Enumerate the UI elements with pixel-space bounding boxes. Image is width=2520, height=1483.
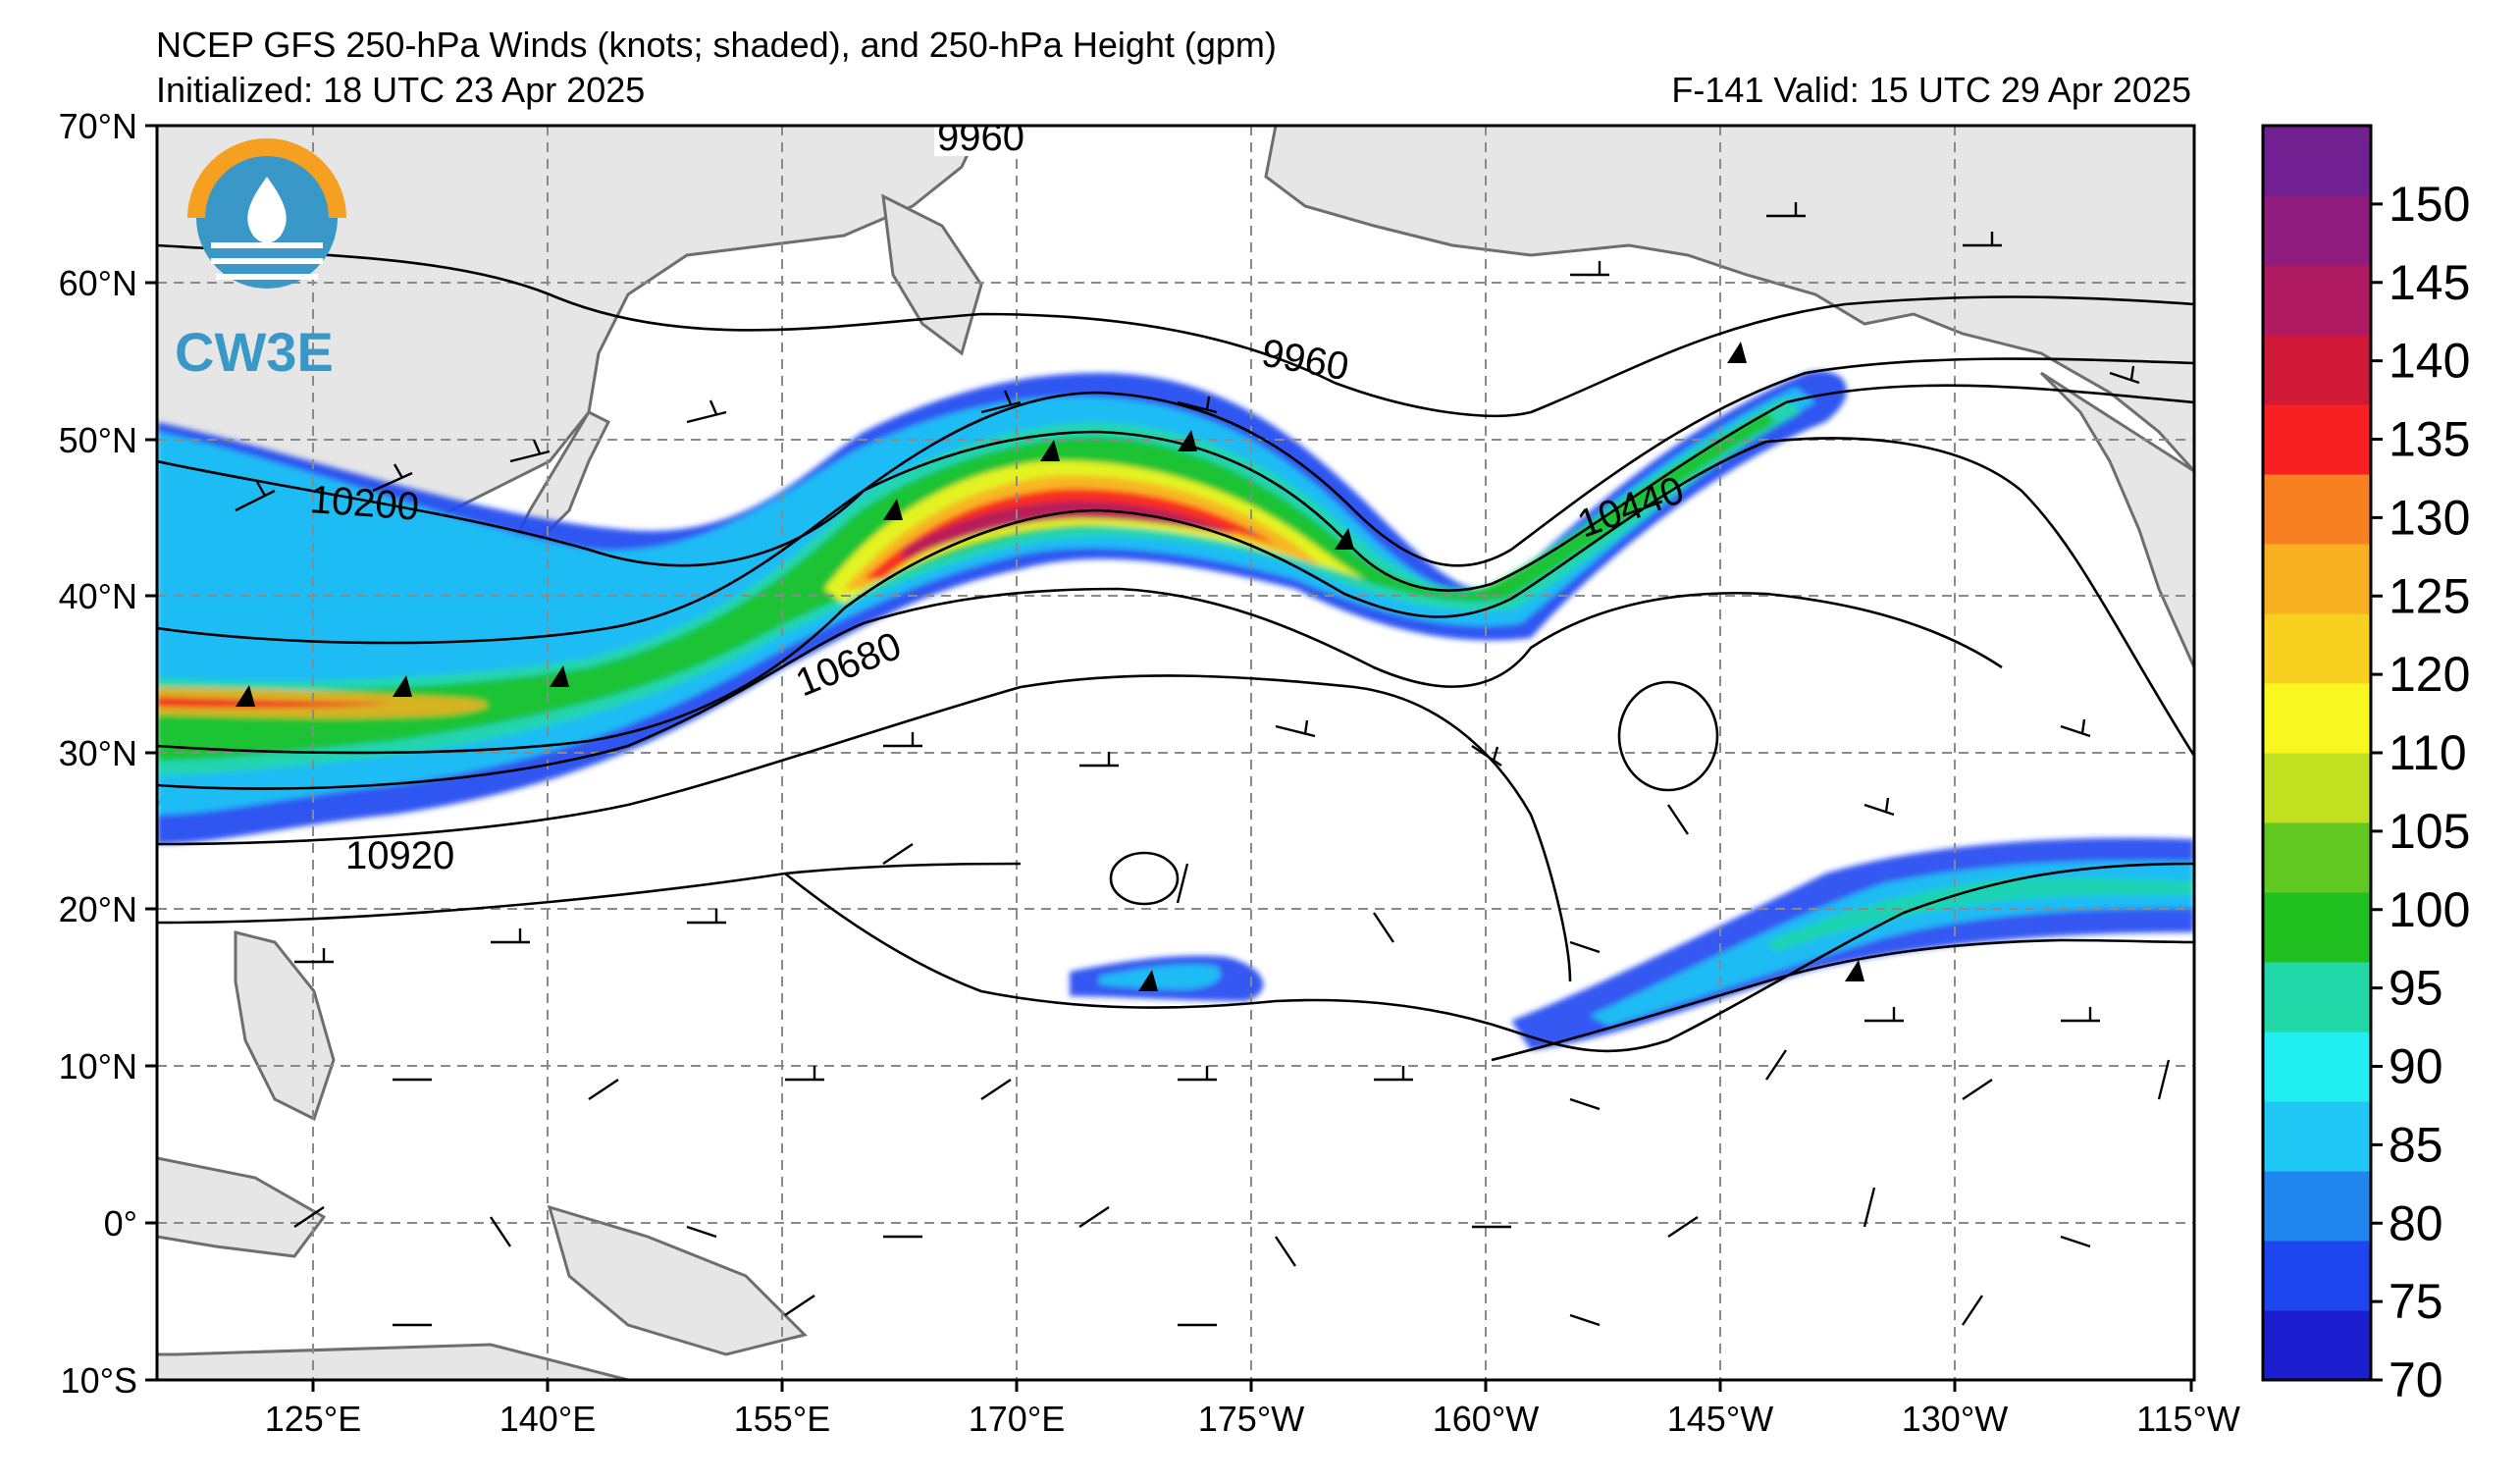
logo-waves [211, 242, 323, 280]
lon-label: 160°W [1433, 1399, 1539, 1439]
land-north-america-coast [2039, 371, 2194, 668]
lat-label: 20°N [59, 889, 137, 929]
lon-label: 175°W [1198, 1399, 1304, 1439]
lat-label: 50°N [59, 420, 137, 460]
lon-label: 145°W [1667, 1399, 1773, 1439]
lat-label: 40°N [59, 576, 137, 616]
colorbar-tick-label: 90 [2389, 1039, 2443, 1094]
land-australia [157, 1343, 629, 1380]
cw3e-logo: CW3E [175, 138, 346, 383]
colorbar-segment [2263, 683, 2371, 754]
colorbar-segment [2263, 1310, 2371, 1381]
lat-label: 60°N [59, 263, 137, 303]
colorbar-segment [2263, 962, 2371, 1033]
colorbar-segment [2263, 335, 2371, 405]
longitude-labels: 125°E 140°E 155°E 170°E 175°W 160°W 145°… [265, 1399, 2240, 1439]
initialized-time: Initialized: 18 UTC 23 Apr 2025 [156, 70, 646, 110]
colorbar-tick-label: 95 [2389, 961, 2443, 1016]
colorbar-tick-label: 110 [2389, 725, 2467, 780]
lat-label: 10°S [61, 1360, 137, 1401]
land-new-guinea [547, 1204, 808, 1356]
colorbar-segment [2263, 1032, 2371, 1102]
colorbar-segment [2263, 265, 2371, 336]
colorbar-segment [2263, 195, 2371, 266]
droplet-icon [247, 177, 287, 243]
contour-label-10200: 10200 [308, 478, 420, 529]
lon-label: 140°E [499, 1399, 596, 1439]
colorbar-segment [2263, 404, 2371, 475]
colorbar-tick-label: 85 [2389, 1117, 2443, 1172]
lat-label: 10°N [59, 1046, 137, 1086]
latitude-labels: 70°N 60°N 50°N 40°N 30°N 20°N 10°N 0° 10… [59, 106, 137, 1401]
land-alaska [1264, 126, 2194, 474]
colorbar [2261, 124, 2373, 1382]
colorbar-segment [2263, 613, 2371, 684]
lon-label: 130°W [1902, 1399, 2008, 1439]
lon-label: 125°E [265, 1399, 361, 1439]
colorbar-tick-label: 145 [2389, 255, 2470, 310]
logo-sun-arc [187, 138, 346, 219]
colorbar-segment [2263, 822, 2371, 893]
contour-label-box [934, 126, 1042, 156]
lat-label: 30°N [59, 733, 137, 773]
colorbar-tick-label: 135 [2389, 412, 2470, 467]
lon-label: 115°W [2136, 1399, 2240, 1439]
logo-text: CW3E [175, 321, 334, 383]
colorbar-tick-label: 70 [2389, 1352, 2443, 1407]
colorbar-tick-label: 150 [2389, 177, 2470, 232]
colorbar-segment [2263, 892, 2371, 963]
lon-label: 155°E [734, 1399, 830, 1439]
colorbar-segment [2263, 1171, 2371, 1242]
latitude-axis [145, 124, 157, 1382]
land-masses [157, 126, 2194, 1380]
colorbar-tick-label: 140 [2389, 334, 2470, 389]
wind-pennants [236, 342, 1864, 991]
lat-label: 70°N [59, 106, 137, 146]
colorbar-tick-label: 75 [2389, 1274, 2443, 1329]
colorbar-segment [2263, 474, 2371, 545]
colorbar-tick-label: 80 [2389, 1195, 2443, 1250]
colorbar-segment [2263, 1241, 2371, 1311]
lon-label: 170°E [969, 1399, 1065, 1439]
colorbar-segment [2263, 544, 2371, 614]
colorbar-ticks: 70 75 80 85 90 95 100 105 110 120 125 130 135 140 145 1… [2371, 177, 2470, 1407]
colorbar-tick-label: 120 [2389, 647, 2470, 702]
lat-label: 0° [104, 1203, 137, 1244]
contour-label-9960-top: 9960 [937, 116, 1024, 159]
land-kamchatka [881, 193, 983, 356]
colorbar-segment [2263, 1101, 2371, 1172]
colorbar-tick-label: 125 [2389, 568, 2470, 623]
colorbar-segment [2263, 126, 2371, 196]
colorbar-tick-label: 130 [2389, 490, 2470, 545]
contour-label-10920: 10920 [345, 834, 454, 877]
valid-time: F-141 Valid: 15 UTC 29 Apr 2025 [1671, 70, 2191, 110]
land-indonesia [157, 1156, 327, 1258]
longitude-axis [311, 1380, 2193, 1392]
colorbar-tick-label: 100 [2389, 882, 2470, 937]
colorbar-segment [2263, 753, 2371, 823]
wind-barbs [235, 202, 2171, 1327]
map-title: NCEP GFS 250-hPa Winds (knots; shaded), … [156, 25, 1277, 65]
colorbar-tick-label: 105 [2389, 804, 2470, 859]
height-contours [157, 243, 2194, 1062]
